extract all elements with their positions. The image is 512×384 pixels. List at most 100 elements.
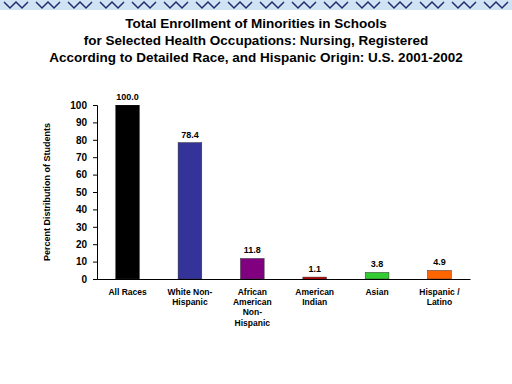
title-line: for Selected Health Occupations: Nursing… <box>84 33 428 48</box>
y-tick-mark <box>93 105 97 106</box>
y-tick: 40 <box>76 204 97 215</box>
y-tick: 100 <box>70 100 97 111</box>
x-tick-label-line: Hispanic <box>235 318 271 328</box>
y-tick-label: 40 <box>76 204 88 215</box>
bar <box>116 105 140 279</box>
y-tick-label: 90 <box>76 117 88 128</box>
border-pattern <box>4 2 28 8</box>
x-tick: AfricanAmericanNon-Hispanic <box>233 279 272 328</box>
x-tick-label-line: Non- <box>243 307 263 317</box>
data-label: 1.1 <box>308 264 321 274</box>
y-tick: 60 <box>76 169 97 180</box>
data-label: 100.0 <box>116 92 139 102</box>
y-tick-mark <box>93 209 97 210</box>
x-tick-label-line: American <box>233 297 272 307</box>
border-pattern <box>164 2 188 8</box>
y-tick-mark <box>93 192 97 193</box>
y-tick-mark <box>93 122 97 123</box>
y-tick-label: 80 <box>76 135 88 146</box>
y-axis: 0 10 20 30 40 50 60 70 80 90 100 <box>70 100 97 285</box>
border-pattern <box>260 2 284 8</box>
border-pattern <box>324 2 348 8</box>
border-pattern <box>68 2 92 8</box>
chart: Total Enrollment of Minorities in School… <box>0 0 512 384</box>
y-tick-mark <box>93 140 97 141</box>
x-tick-label: Asian <box>365 287 388 297</box>
y-tick: 70 <box>76 152 97 163</box>
x-tick-label-line: Asian <box>365 287 388 297</box>
border-pattern <box>36 2 60 8</box>
data-label: 4.9 <box>433 257 446 267</box>
title-line: Total Enrollment of Minorities in School… <box>125 16 387 31</box>
y-tick-label: 100 <box>70 100 87 111</box>
border-pattern <box>420 2 444 8</box>
x-tick-label-line: Latino <box>427 297 453 307</box>
y-tick: 20 <box>76 239 97 250</box>
x-tick: Hispanic /Latino <box>419 279 460 307</box>
bar <box>240 258 264 279</box>
x-tick-label: AmericanIndian <box>295 287 334 307</box>
x-tick-label-line: Hispanic / <box>419 287 460 297</box>
x-tick-label-line: American <box>295 287 334 297</box>
x-tick-label-line: White Non- <box>168 287 213 297</box>
y-tick: 80 <box>76 135 97 146</box>
x-tick: Asian <box>365 279 388 297</box>
title-line: According to Detailed Race, and Hispanic… <box>49 50 462 65</box>
decoration <box>0 0 512 10</box>
border-band <box>0 0 512 10</box>
x-axis-line <box>98 279 471 280</box>
y-tick-label: 20 <box>76 239 88 250</box>
x-tick-label: Hispanic /Latino <box>419 287 460 307</box>
bars <box>116 105 452 279</box>
border-pattern <box>196 2 220 8</box>
x-tick-label-line: All Races <box>108 287 147 297</box>
y-tick: 10 <box>76 256 97 267</box>
border-pattern <box>388 2 412 8</box>
y-tick-mark <box>93 157 97 158</box>
data-label: 3.8 <box>371 259 384 269</box>
x-tick-label: AfricanAmericanNon-Hispanic <box>233 287 272 328</box>
data-label: 78.4 <box>181 130 199 140</box>
data-labels: 100.0 78.4 11.8 1.1 3.8 4.9 <box>116 92 445 274</box>
y-tick-mark <box>93 279 97 280</box>
y-tick-mark <box>93 227 97 228</box>
bar <box>428 270 452 279</box>
border-pattern <box>228 2 252 8</box>
x-tick-label-line: African <box>238 287 267 297</box>
x-axis: All RacesWhite Non-HispanicAfricanAmeric… <box>98 279 471 328</box>
y-tick: 90 <box>76 117 97 128</box>
border-pattern <box>292 2 316 8</box>
border-pattern <box>132 2 156 8</box>
border-pattern <box>356 2 380 8</box>
y-axis-line <box>93 106 98 280</box>
y-axis-title: Percent Distribution of Students <box>42 123 52 261</box>
bar <box>365 272 389 279</box>
y-tick-label: 0 <box>81 274 87 285</box>
x-tick-label: All Races <box>108 287 147 297</box>
border-pattern <box>484 2 508 8</box>
y-tick: 50 <box>76 187 97 198</box>
y-tick-mark <box>93 262 97 263</box>
data-label: 11.8 <box>244 245 261 255</box>
plot: 0 10 20 30 40 50 60 70 80 90 100 All Races White Non… <box>70 92 470 328</box>
border-pattern <box>100 2 124 8</box>
y-tick-label: 10 <box>76 256 88 267</box>
bar <box>178 143 202 279</box>
x-tick-label-line: Hispanic <box>172 297 208 307</box>
bar <box>303 277 327 279</box>
title: Total Enrollment of Minorities in School… <box>49 16 462 65</box>
y-tick-label: 70 <box>76 152 88 163</box>
y-tick-mark <box>93 244 97 245</box>
x-tick: AmericanIndian <box>295 279 334 307</box>
y-tick-label: 50 <box>76 187 88 198</box>
x-tick-label-line: Indian <box>302 297 327 307</box>
y-tick-label: 30 <box>76 222 88 233</box>
x-tick-label: White Non-Hispanic <box>168 287 213 307</box>
y-tick-label: 60 <box>76 169 88 180</box>
y-tick: 30 <box>76 222 97 233</box>
y-tick: 0 <box>81 274 97 285</box>
border-pattern <box>452 2 476 8</box>
x-tick: White Non-Hispanic <box>168 279 213 307</box>
y-tick-mark <box>93 175 97 176</box>
x-tick: All Races <box>108 279 147 297</box>
